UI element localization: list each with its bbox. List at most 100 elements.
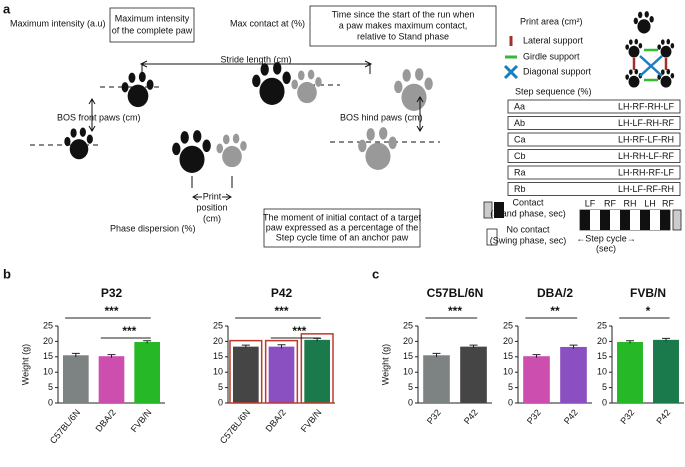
- bar-chart: P42 0 5 10 15 20 25 C57BL/6N DBA/2 FVB/N *** ***: [213, 286, 335, 446]
- significance-label: **: [550, 304, 560, 318]
- legend-text: ←Step cycle→: [576, 233, 636, 243]
- term: Print: [203, 191, 222, 201]
- y-tick-label: 0: [218, 397, 223, 407]
- y-tick-label: 10: [597, 367, 607, 377]
- term: Maximum intensity (a.u): [10, 18, 106, 28]
- paw-label: RF: [604, 198, 616, 208]
- y-tick-label: 25: [503, 320, 513, 330]
- row-sequence: LH-RH-LF-RF: [618, 151, 674, 161]
- row-code: Rb: [514, 184, 526, 194]
- step-sequence-table: Aa LH-RF-RH-LF Ab LH-LF-RH-RF Ca LH-RF-LF-RH C…: [507, 99, 681, 196]
- term: Stride length (cm): [220, 54, 291, 64]
- step-block: [650, 210, 660, 230]
- step-diagram: LF RF RH LH RF: [579, 198, 682, 231]
- y-tick-label: 25: [403, 320, 413, 330]
- error-bar: [532, 354, 541, 358]
- x-tick-label: P32: [618, 407, 636, 426]
- term: (cm): [203, 213, 221, 223]
- error-bar: [107, 354, 116, 358]
- legend-text: (Swing phase, sec): [490, 235, 567, 245]
- paw-icon: [252, 62, 291, 105]
- step-block: [640, 210, 650, 230]
- y-tick-label: 5: [408, 382, 413, 392]
- definition: Maximum intensity: [115, 13, 190, 23]
- chart-title: DBA/2: [537, 286, 573, 300]
- y-tick-label: 10: [213, 367, 223, 377]
- bar-chart: C57BL/6N Weight (g) 0 5 10 15 20 25 P32 P42 ***: [380, 286, 492, 426]
- x-tick-label: P32: [525, 407, 543, 426]
- definition: The moment of initial contact of a targe…: [263, 212, 422, 222]
- row-code: Ab: [514, 118, 525, 128]
- y-tick-label: 0: [408, 397, 413, 407]
- y-tick-label: 15: [43, 351, 53, 361]
- legend-swatch: [494, 202, 504, 218]
- significance-label: ***: [104, 304, 118, 318]
- paw-icon: [633, 11, 654, 34]
- row-sequence: LH-RF-LF-RH: [618, 134, 674, 144]
- bar-chart: P32 Weight (g) 0 5 10 15 20 25 C57BL/6N DBA/2 FVB/…: [20, 286, 165, 446]
- row-sequence: LH-LF-RF-RH: [618, 184, 674, 194]
- row-code: Ra: [514, 167, 526, 177]
- term: BOS hind paws (cm): [340, 112, 423, 122]
- y-axis-label: Weight (g): [380, 344, 390, 385]
- y-tick-label: 15: [403, 351, 413, 361]
- paw-icon: [657, 68, 675, 88]
- term: BOS front paws (cm): [57, 112, 141, 122]
- significance-label: ***: [274, 304, 288, 318]
- definition: Step cycle time of an anchor paw: [276, 232, 409, 242]
- definition: paw expressed as a percentage of the: [266, 222, 419, 232]
- row-code: Cb: [514, 151, 526, 161]
- chart-title: FVB/N: [630, 286, 666, 300]
- x-tick-label: FVB/N: [299, 407, 324, 434]
- step-block: [600, 210, 610, 230]
- y-tick-label: 10: [403, 367, 413, 377]
- y-tick-label: 5: [218, 382, 223, 392]
- y-tick-label: 0: [602, 397, 607, 407]
- legend-text: (Stand phase, sec): [490, 208, 566, 218]
- bar-chart: FVB/N 0 5 10 15 20 25 P32 P42 *: [597, 286, 684, 426]
- error-bar: [143, 340, 152, 344]
- paw-icon: [172, 130, 211, 173]
- table-row: [507, 149, 681, 163]
- table-title: Step sequence (%): [515, 86, 592, 96]
- panel-label: a: [3, 1, 11, 16]
- bar: [460, 346, 487, 403]
- chart-title: P32: [101, 286, 123, 300]
- x-tick-label: C57BL/6N: [48, 407, 82, 445]
- definition: of the complete paw: [112, 25, 193, 35]
- y-tick-label: 20: [43, 336, 53, 346]
- paw-label: LH: [644, 198, 656, 208]
- bar: [653, 339, 679, 403]
- y-tick-label: 25: [597, 320, 607, 330]
- paw-icon: [657, 38, 675, 58]
- y-tick-label: 15: [213, 351, 223, 361]
- y-tick-label: 20: [503, 336, 513, 346]
- y-tick-label: 20: [213, 336, 223, 346]
- y-tick-label: 15: [597, 351, 607, 361]
- x-tick-label: DBA/2: [93, 407, 117, 433]
- definition: relative to Stand phase: [357, 31, 449, 41]
- y-tick-label: 10: [43, 367, 53, 377]
- highlight-box: [300, 333, 334, 404]
- step-block: [672, 209, 682, 231]
- diagonal-icon: [639, 55, 663, 77]
- y-tick-label: 25: [43, 320, 53, 330]
- paw-icon: [216, 133, 247, 168]
- term: Print area (cm²): [520, 16, 583, 26]
- legend-text: Contact: [512, 197, 544, 207]
- term: Max contact at (%): [230, 18, 305, 28]
- table-row: [507, 99, 681, 114]
- row-sequence: LH-RF-RH-LF: [618, 101, 674, 111]
- x-tick-label: P32: [425, 407, 443, 426]
- row-code: Aa: [514, 101, 525, 111]
- error-bar: [662, 337, 670, 342]
- y-axis-label: Weight (g): [20, 344, 30, 385]
- table-row: [507, 116, 681, 130]
- bar: [268, 346, 295, 403]
- x-tick-label: P42: [562, 407, 580, 426]
- x-tick-label: C57BL/6N: [218, 407, 252, 445]
- error-bar: [241, 344, 250, 349]
- x-tick-label: P42: [462, 407, 480, 426]
- y-tick-label: 25: [213, 320, 223, 330]
